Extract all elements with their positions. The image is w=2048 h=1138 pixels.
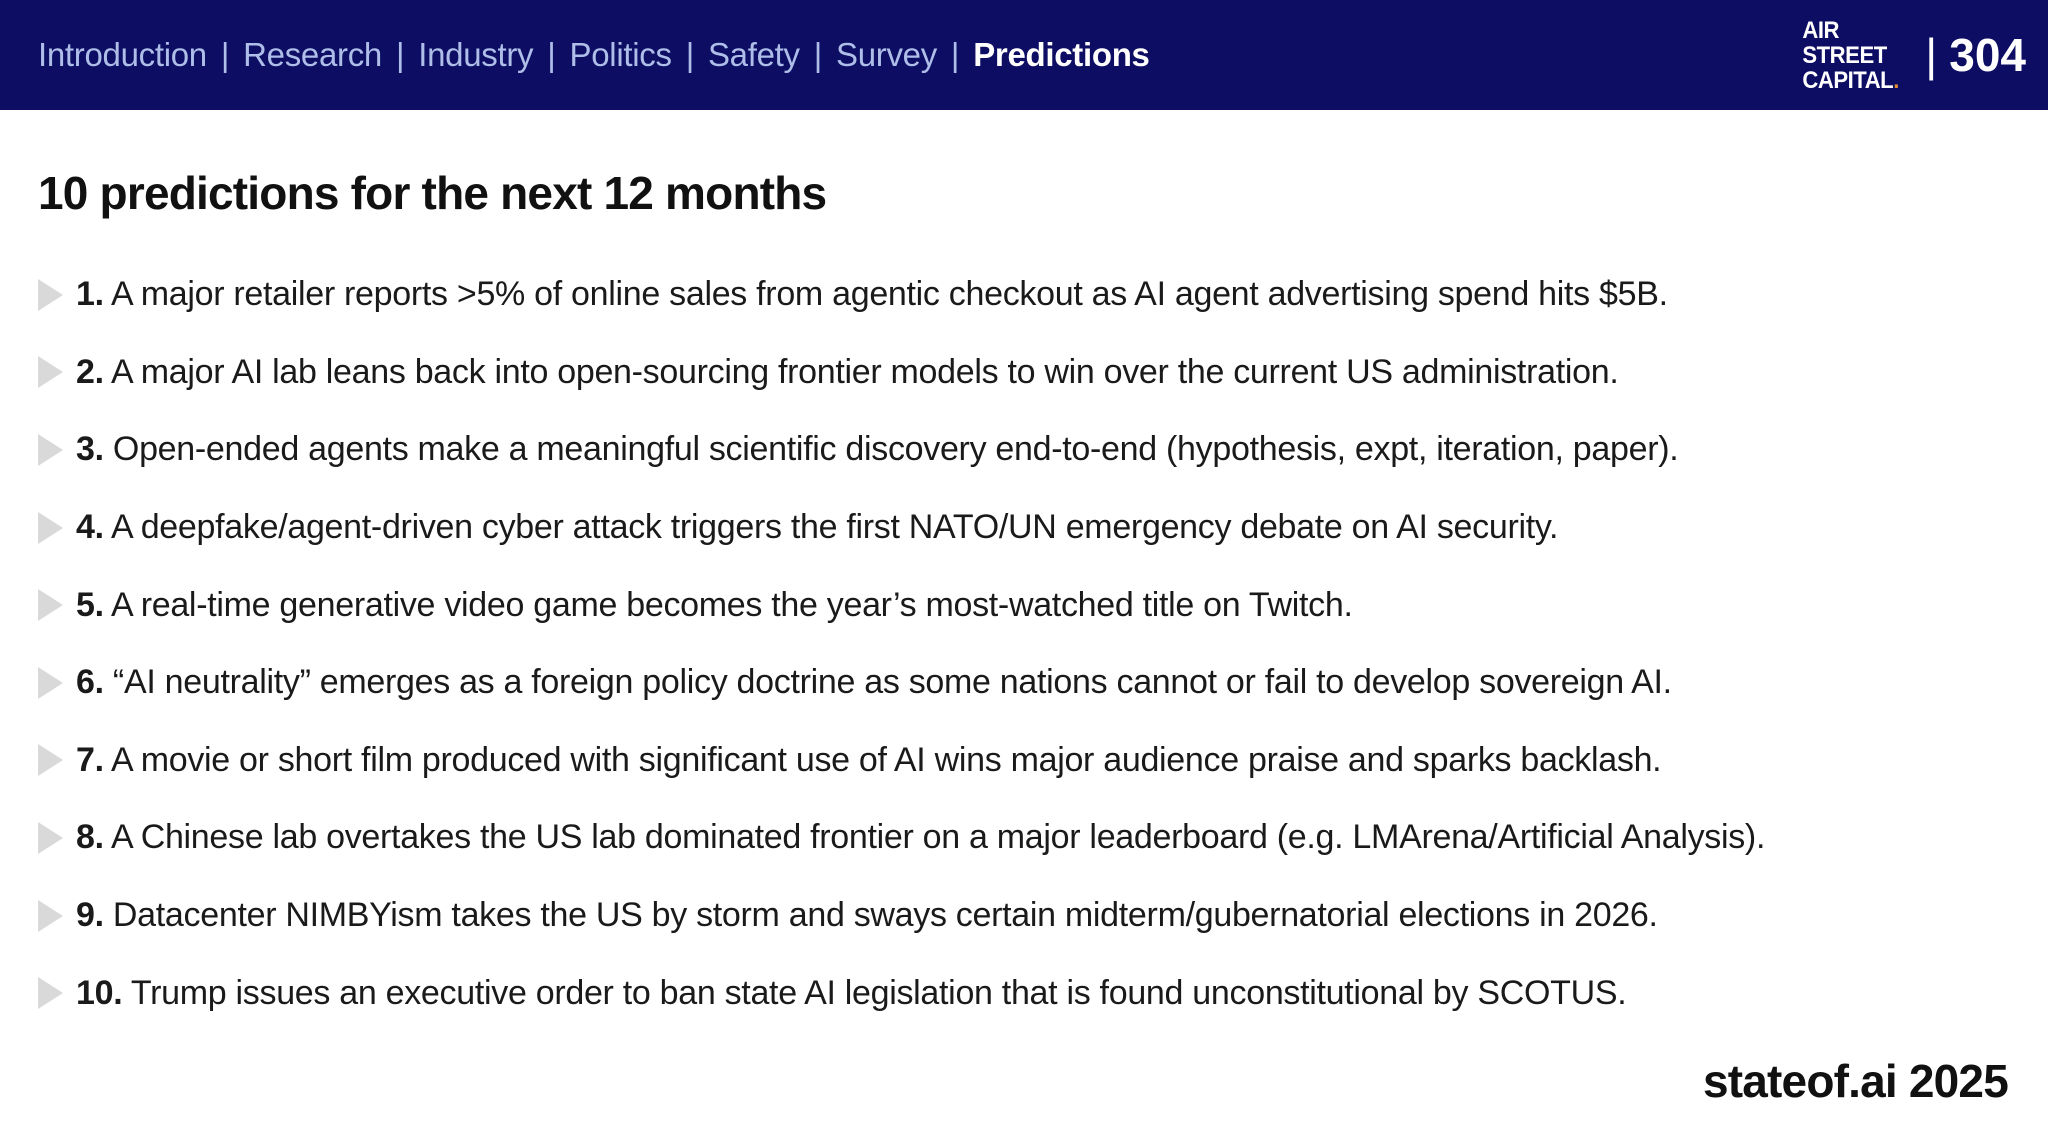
prediction-text: 7. A movie or short film produced with s… [76, 740, 1662, 780]
arrow-bullet-icon [38, 744, 63, 777]
prediction-row: 2. A major AI lab leans back into open-s… [38, 334, 2020, 412]
prediction-body: A Chinese lab overtakes the US lab domin… [111, 818, 1766, 857]
prediction-number: 2. [76, 352, 104, 391]
nav-separator: | [813, 36, 823, 73]
prediction-number: 1. [76, 275, 104, 314]
prediction-number: 4. [76, 508, 104, 547]
arrow-bullet-icon [38, 589, 63, 622]
prediction-body: A real-time generative video game become… [111, 585, 1353, 624]
prediction-row: 1. A major retailer reports >5% of onlin… [38, 256, 2020, 334]
arrow-bullet-icon [38, 511, 63, 544]
nav-item-research[interactable]: Research [243, 36, 382, 73]
logo-line-2: STREET [1802, 41, 1888, 69]
logo-line-3: CAPITAL [1802, 66, 1894, 94]
page-number-pipe: | [1925, 29, 1938, 81]
arrow-bullet-icon [38, 899, 63, 932]
prediction-number: 7. [76, 740, 104, 779]
prediction-row: 4. A deepfake/agent-driven cyber attack … [38, 489, 2020, 567]
prediction-text: 8. A Chinese lab overtakes the US lab do… [76, 818, 1765, 857]
prediction-body: A movie or short film produced with sign… [111, 740, 1662, 779]
nav-separator: | [547, 36, 556, 73]
arrow-bullet-icon [38, 977, 63, 1010]
nav-separator: | [685, 36, 695, 73]
prediction-text: 6. “AI neutrality” emerges as a foreign … [76, 663, 1672, 702]
prediction-body: “AI neutrality” emerges as a foreign pol… [112, 663, 1672, 702]
prediction-number: 8. [76, 818, 104, 857]
slide-content: 10 predictions for the next 12 months 1.… [0, 110, 2048, 1032]
air-street-capital-logo: AIR STREET CAPITAL. [1802, 16, 1900, 94]
arrow-bullet-icon [38, 666, 63, 699]
logo-line-1: AIR [1802, 16, 1840, 44]
page-title: 10 predictions for the next 12 months [38, 167, 827, 219]
top-navigation-bar: Introduction | Research | Industry | Politics |… [0, 0, 2048, 110]
prediction-body: Datacenter NIMBYism takes the US by stor… [112, 896, 1658, 935]
predictions-list: 1. A major retailer reports >5% of onlin… [38, 256, 2020, 1032]
arrow-bullet-icon [38, 821, 63, 854]
nav-separator: | [950, 36, 960, 73]
prediction-row: 3. Open-ended agents make a meaningful s… [38, 411, 2020, 489]
nav-item-introduction[interactable]: Introduction [38, 36, 207, 73]
prediction-body: A major AI lab leans back into open-sour… [111, 352, 1619, 391]
prediction-body: A major retailer reports >5% of online s… [111, 275, 1668, 314]
prediction-row: 7. A movie or short film produced with s… [38, 722, 2020, 800]
prediction-row: 6. “AI neutrality” emerges as a foreign … [38, 644, 2020, 722]
prediction-body: Open-ended agents make a meaningful scie… [112, 430, 1679, 469]
nav-separator: | [220, 36, 230, 73]
nav-item-industry[interactable]: Industry [418, 36, 534, 73]
prediction-row: 9. Datacenter NIMBYism takes the US by s… [38, 877, 2020, 955]
prediction-text: 3. Open-ended agents make a meaningful s… [76, 430, 1679, 469]
nav-item-survey[interactable]: Survey [836, 36, 937, 73]
prediction-number: 5. [76, 585, 104, 624]
prediction-text: 10. Trump issues an executive order to b… [76, 973, 1627, 1013]
nav-separator: | [395, 36, 405, 73]
page-number: | 304 [1925, 28, 2026, 82]
nav-item-predictions[interactable]: Predictions [973, 36, 1150, 73]
prediction-row: 5. A real-time generative video game bec… [38, 566, 2020, 644]
topbar-right: AIR STREET CAPITAL. | 304 [1794, 18, 2026, 93]
nav-item-politics[interactable]: Politics [569, 36, 672, 73]
prediction-text: 1. A major retailer reports >5% of onlin… [76, 275, 1668, 314]
prediction-text: 9. Datacenter NIMBYism takes the US by s… [76, 896, 1658, 935]
prediction-row: 10. Trump issues an executive order to b… [38, 954, 2020, 1032]
logo-accent-dot: . [1893, 66, 1900, 94]
section-nav: Introduction | Research | Industry | Politics |… [38, 36, 1150, 74]
prediction-text: 4. A deepfake/agent-driven cyber attack … [76, 508, 1559, 547]
prediction-body: A deepfake/agent-driven cyber attack tri… [111, 508, 1559, 547]
prediction-number: 6. [76, 663, 104, 702]
nav-item-safety[interactable]: Safety [707, 36, 800, 73]
stateofai-brand: stateof.ai 2025 [1702, 1055, 2009, 1107]
arrow-bullet-icon [38, 278, 63, 311]
prediction-number: 3. [76, 430, 104, 469]
arrow-bullet-icon [38, 433, 63, 466]
prediction-text: 5. A real-time generative video game bec… [76, 586, 1353, 625]
arrow-bullet-icon [38, 356, 63, 389]
prediction-body: Trump issues an executive order to ban s… [130, 973, 1627, 1012]
prediction-number: 9. [76, 896, 104, 935]
page-number-value: 304 [1949, 29, 2026, 81]
prediction-row: 8. A Chinese lab overtakes the US lab do… [38, 799, 2020, 877]
prediction-number: 10. [76, 973, 123, 1012]
prediction-text: 2. A major AI lab leans back into open-s… [76, 352, 1619, 392]
